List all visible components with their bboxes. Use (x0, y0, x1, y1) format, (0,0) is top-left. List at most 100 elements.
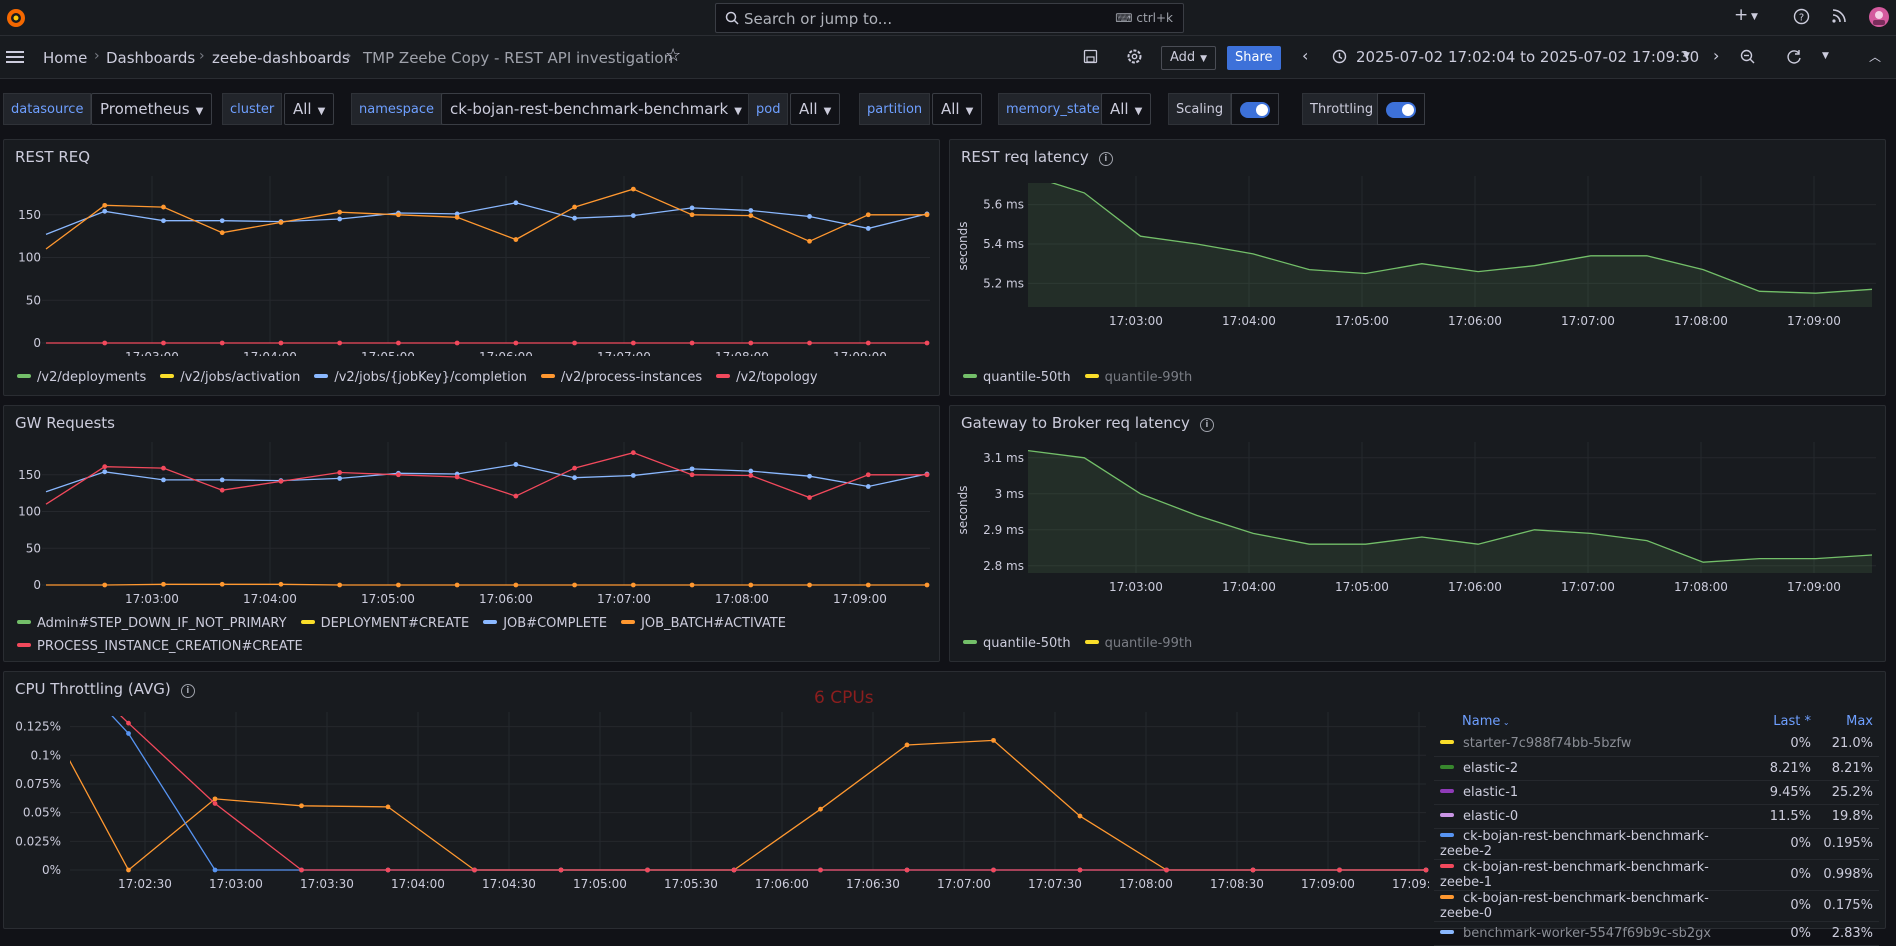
avatar[interactable] (1868, 6, 1890, 28)
partition-select[interactable]: All ▼ (932, 93, 983, 125)
x-tick-label: 17:09:30 (1392, 877, 1429, 891)
legend-item[interactable]: quantile-99th (1084, 636, 1192, 651)
legend-item[interactable]: JOB#COMPLETE (483, 612, 607, 635)
x-tick-label: 17:07:00 (597, 350, 651, 356)
data-point (748, 213, 754, 219)
data-point (472, 867, 477, 873)
column-header-label: Name (1462, 713, 1501, 729)
add-button[interactable]: Add ▼ (1161, 46, 1217, 70)
star-icon[interactable]: ☆ (665, 45, 682, 66)
x-tick-label: 17:08:00 (1674, 580, 1728, 594)
y-tick-label: 0.075% (15, 777, 61, 791)
scaling-toggle[interactable] (1231, 93, 1279, 125)
data-point (161, 340, 166, 346)
memory-state-label: memory_state (998, 93, 1108, 125)
table-row[interactable]: ck-bojan-rest-benchmark-benchmark-zeebe-… (1434, 859, 1879, 891)
legend-item[interactable]: /v2/deployments (17, 370, 146, 385)
data-point (513, 237, 519, 242)
legend-item[interactable]: Admin#STEP_DOWN_IF_NOT_PRIMARY (17, 612, 287, 635)
rest-req-chart[interactable]: 0 50 100 150 200 17:03:00 17:04:00 17:05:00 17:0… (4, 176, 941, 356)
legend-item[interactable]: /v2/topology (716, 370, 818, 385)
legend-item[interactable]: JOB_BATCH#ACTIVATE (621, 612, 786, 635)
series-line (45, 202, 928, 236)
pod-select[interactable]: All ▼ (790, 93, 841, 125)
time-range-picker[interactable]: 2025-07-02 17:02:04 to 2025-07-02 17:09:… (1356, 48, 1700, 66)
chevron-down-icon[interactable]: ▼ (1751, 12, 1758, 22)
panel-rest-latency[interactable]: REST req latency i 5.2 ms 5.4 ms 5.6 ms 17:0… (949, 139, 1886, 396)
info-icon[interactable]: i (1098, 152, 1113, 166)
legend-item[interactable]: DEPLOYMENT#CREATE (300, 612, 469, 635)
panel-gw-latency[interactable]: Gateway to Broker req latency i 2.8 ms 2.9… (949, 405, 1886, 662)
legend-item[interactable]: quantile-50th (963, 636, 1071, 651)
legend-swatch (540, 374, 555, 378)
throttling-toggle[interactable] (1377, 93, 1425, 125)
search-input[interactable]: Search or jump to... ⌨ ctrl+k (715, 3, 1184, 33)
data-point (513, 462, 519, 467)
data-point (689, 205, 695, 211)
data-point (278, 340, 284, 346)
column-header-last[interactable]: Last * (1773, 713, 1811, 729)
table-row[interactable]: ck-bojan-rest-benchmark-benchmark-zeebe-… (1434, 890, 1879, 922)
gw-requests-chart[interactable]: 0 50 100 150 200 17:03:00 17:04:00 17:05:00 17:0… (4, 442, 941, 622)
menu-icon[interactable] (6, 49, 24, 65)
table-row[interactable]: elastic-2 8.21% 8.21% (1434, 756, 1879, 781)
y-tick-label: 2.8 ms (983, 559, 1024, 573)
chevron-down-icon[interactable]: ▼ (1683, 51, 1690, 61)
time-forward-icon[interactable]: › (1713, 46, 1720, 65)
cluster-select[interactable]: All ▼ (284, 93, 335, 125)
panel-cpu-throttling[interactable]: CPU Throttling (AVG) i 6 CPUs 0% 0.025% 0.0… (3, 671, 1886, 946)
gw-latency-chart[interactable]: 2.8 ms 2.9 ms 3 ms 3.1 ms 17:03:00 17:04:00 17… (950, 442, 1887, 622)
panel-rest-req[interactable]: REST REQ 0 50 100 150 200 17:03:00 17:04:00 17:… (3, 139, 940, 396)
legend-item[interactable]: /v2/process-instances (540, 370, 702, 385)
help-icon[interactable]: ? (1793, 8, 1810, 25)
table-row[interactable]: elastic-1 9.45% 25.2% (1434, 780, 1879, 805)
breadcrumb-folder[interactable]: zeebe-dashboards (212, 49, 350, 67)
breadcrumb-home[interactable]: Home (43, 49, 88, 67)
info-icon[interactable]: i (180, 684, 195, 698)
legend-label: JOB_BATCH#ACTIVATE (641, 616, 786, 631)
collapse-icon[interactable]: ︿ (1869, 50, 1882, 64)
plus-icon[interactable]: + (1734, 5, 1749, 25)
x-tick-label: 17:04:00 (391, 877, 445, 891)
data-point (572, 582, 577, 588)
column-header-max[interactable]: Max (1846, 713, 1873, 729)
nav-bar: Home › Dashboards › zeebe-dashboards › T… (0, 36, 1896, 79)
data-point (219, 340, 225, 346)
table-row[interactable]: starter-7c988f74bb-5bzfw 0% 21.0% (1434, 732, 1879, 757)
datasource-select[interactable]: Prometheus ▼ (91, 93, 213, 125)
chevron-down-icon[interactable]: ▼ (1822, 51, 1829, 61)
panel-gw-requests[interactable]: GW Requests 0 50 100 150 200 17:03:00 17:04:00… (3, 405, 940, 662)
data-point (1423, 867, 1429, 873)
table-row[interactable]: elastic-0 11.5% 19.8% (1434, 804, 1879, 829)
data-point (1077, 813, 1083, 819)
legend-item[interactable]: quantile-99th (1084, 370, 1192, 385)
legend-item[interactable]: /v2/jobs/{jobKey}/completion (314, 370, 527, 385)
keyboard-shortcut: ⌨ ctrl+k (1115, 11, 1173, 25)
legend-item[interactable]: /v2/jobs/activation (160, 370, 300, 385)
x-tick-label: 17:02:30 (118, 877, 172, 891)
memory-state-select[interactable]: All ▼ (1101, 93, 1152, 125)
data-point (102, 208, 108, 214)
cpu-throttling-chart[interactable]: 0% 0.025% 0.05% 0.075% 0.1% 0.125% 17:02:30 17:… (4, 712, 1429, 927)
legend-item[interactable]: PROCESS_INSTANCE_CREATION#CREATE (17, 635, 303, 658)
gear-icon[interactable] (1126, 48, 1143, 65)
refresh-icon[interactable] (1786, 49, 1802, 65)
column-header-name[interactable]: Name ⌄ (1434, 710, 1747, 732)
info-icon[interactable]: i (1199, 418, 1214, 432)
rest-latency-chart[interactable]: 5.2 ms 5.4 ms 5.6 ms 17:03:00 17:04:00 17:05:… (950, 176, 1887, 356)
legend-item[interactable]: quantile-50th (963, 370, 1071, 385)
table-row[interactable]: benchmark-worker-5547f69b9c-sb2gx 0% 2.83% (1434, 921, 1879, 946)
breadcrumb-dashboards[interactable]: Dashboards (106, 49, 196, 67)
time-back-icon[interactable]: ‹ (1302, 46, 1309, 65)
series-line (111, 716, 1426, 871)
zoom-out-icon[interactable] (1740, 49, 1756, 65)
table-row[interactable]: ck-bojan-rest-benchmark-benchmark-zeebe-… (1434, 828, 1879, 860)
legend-swatch (1440, 894, 1454, 899)
share-button[interactable]: Share (1227, 46, 1281, 70)
data-point (630, 186, 636, 192)
namespace-select[interactable]: ck-bojan-rest-benchmark-benchmark ▼ (441, 93, 751, 125)
rss-icon[interactable] (1831, 8, 1847, 24)
shortcut-label: ctrl+k (1136, 11, 1173, 25)
save-icon[interactable] (1083, 49, 1098, 64)
grafana-logo-icon[interactable] (5, 7, 27, 29)
